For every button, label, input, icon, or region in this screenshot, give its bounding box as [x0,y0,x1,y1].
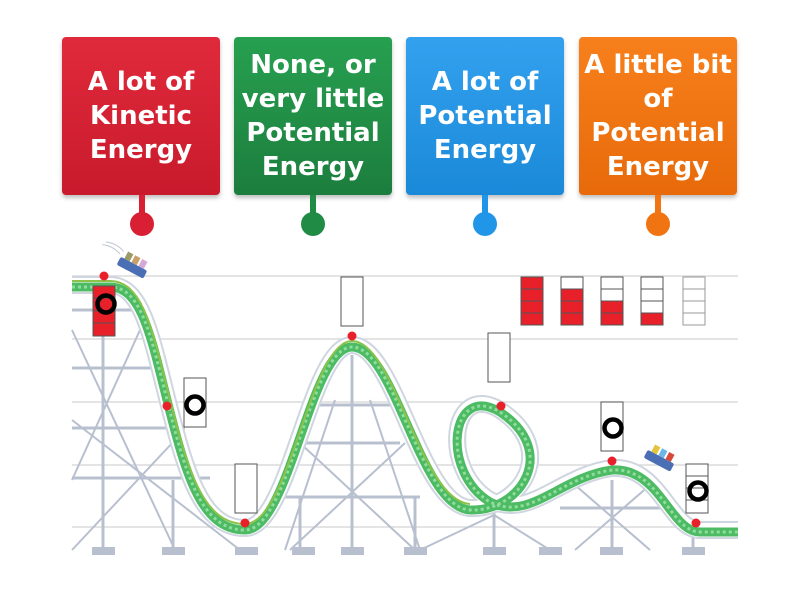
ring-marker-7 [687,480,709,502]
ring-marker-2 [184,394,206,416]
card-label: A lot of Potential Energy [418,67,552,165]
drop-zone-2 [183,377,207,428]
card-connector [310,195,316,213]
drop-zone-3 [234,463,258,514]
card-connector [482,195,488,213]
card-label: A lot of Kinetic Energy [87,67,195,165]
energy-level-legend [520,276,706,326]
ring-marker-6 [602,417,624,439]
support-feet [92,547,705,555]
answer-card-potential-lot[interactable]: A lot of Potential Energy [406,37,564,195]
card-pin[interactable] [646,212,670,236]
card-pin[interactable] [301,212,325,236]
coaster-track [72,276,738,539]
ring-marker-1 [95,293,117,315]
meter-4-of-4 [520,276,544,326]
card-pin[interactable] [130,212,154,236]
meter-2-of-4 [600,276,624,326]
drop-zone-5 [487,332,511,383]
drop-zone-4 [340,276,364,327]
answer-card-potential-none[interactable]: None, or very little Potential Energy [234,37,392,195]
meter-3-of-4 [560,276,584,326]
card-connector [139,195,145,213]
card-connector [655,195,661,213]
card-label: A little bit of Potential Energy [584,50,732,182]
answer-card-kinetic-lot[interactable]: A lot of Kinetic Energy [62,37,220,195]
position-markers [99,271,701,528]
meter-1-of-4 [640,276,664,326]
coaster-car-top [102,241,148,279]
answer-card-potential-little[interactable]: A little bit of Potential Energy [579,37,737,195]
card-label: None, or very little Potential Energy [241,50,385,182]
coaster-car-right [644,444,675,472]
card-pin[interactable] [473,212,497,236]
ring-markers [95,293,709,502]
meter-0-of-4 [682,276,706,326]
